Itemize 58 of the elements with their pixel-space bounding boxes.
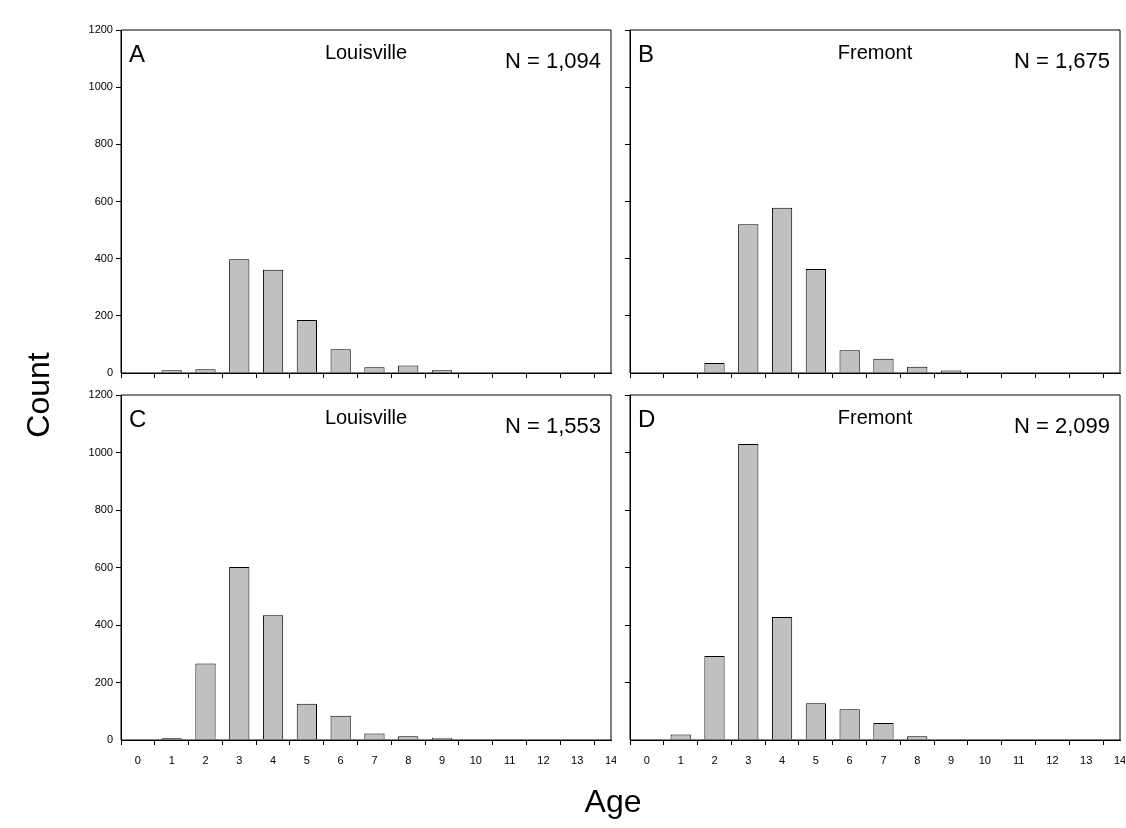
y-tick-label: 800 [94, 137, 113, 150]
x-axis-title: Age [584, 783, 642, 820]
annotation: N = 1,675 [1013, 48, 1110, 73]
x-tick-label: 11 [1012, 753, 1025, 766]
text: Fremont [837, 41, 913, 63]
x-tick-label: 14 [604, 753, 618, 766]
annotation: C [129, 405, 147, 432]
y-tick-label: 600 [94, 194, 113, 207]
x-tick-label: 11 [503, 753, 516, 766]
x-tick-label: 9 [438, 753, 446, 766]
y-tick-label: 1200 [88, 23, 113, 36]
x-tick-label: 1 [677, 753, 684, 766]
y-tick-label: 0 [106, 733, 113, 746]
x-tick-label: 0 [643, 753, 650, 766]
y-tick-label: 600 [94, 560, 113, 573]
text: Louisville [324, 406, 408, 428]
x-tick-label: 3 [745, 753, 752, 766]
text: Fremont [837, 406, 913, 428]
x-tick-label: 12 [537, 753, 550, 766]
x-tick-label: 6 [846, 753, 853, 766]
y-tick-label: 1000 [88, 445, 113, 458]
x-tick-label: 13 [571, 753, 584, 766]
y-tick-label: 400 [94, 251, 113, 264]
annotation: N = 1,553 [504, 413, 601, 438]
y-tick-label: 1200 [88, 388, 113, 401]
x-tick-label: 7 [371, 753, 378, 766]
x-tick-label: 13 [1080, 753, 1093, 766]
x-tick-label: 4 [779, 753, 786, 766]
annotation: N = 1,094 [504, 48, 601, 73]
x-tick-label: 6 [337, 753, 344, 766]
x-tick-label: 8 [405, 753, 412, 766]
x-tick-label: 10 [978, 753, 991, 766]
x-tick-label: 7 [880, 753, 887, 766]
x-tick-label: 9 [947, 753, 955, 766]
text: Louisville [324, 41, 408, 63]
x-tick-label: 4 [270, 753, 277, 766]
annotation: A [129, 40, 146, 67]
annotation: B [638, 40, 655, 67]
y-tick-label: 400 [94, 618, 113, 631]
x-tick-label: 5 [812, 753, 819, 766]
annotation: N = 2,099 [1013, 413, 1110, 438]
x-tick-label: 1 [168, 753, 175, 766]
y-axis-title: Count [19, 352, 57, 438]
annotation: D [638, 405, 656, 432]
y-tick-label: 800 [94, 503, 113, 516]
x-tick-label: 0 [134, 753, 141, 766]
y-tick-label: 200 [94, 308, 113, 321]
x-tick-label: 10 [469, 753, 482, 766]
x-tick-label: 2 [711, 753, 718, 766]
x-tick-label: 3 [236, 753, 243, 766]
x-tick-label: 5 [303, 753, 310, 766]
x-tick-label: 12 [1046, 753, 1059, 766]
x-tick-label: 8 [914, 753, 921, 766]
x-tick-label: 2 [202, 753, 209, 766]
y-tick-label: 200 [94, 675, 113, 688]
y-tick-label: 1000 [88, 80, 113, 93]
x-tick-label: 14 [1113, 753, 1126, 766]
y-tick-label: 0 [106, 366, 113, 379]
